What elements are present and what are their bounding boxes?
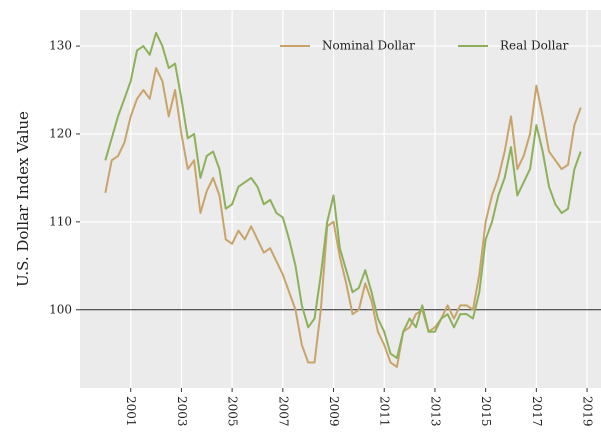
legend-label: Nominal Dollar xyxy=(322,39,415,53)
y-tick-label: 120 xyxy=(49,126,72,140)
series-line xyxy=(104,67,582,368)
x-tick-label: 2003 xyxy=(175,396,189,427)
x-tick-label: 2013 xyxy=(428,396,442,427)
y-tick-label: 100 xyxy=(49,302,72,316)
y-tick-label: 130 xyxy=(49,39,72,53)
x-tick-label: 2005 xyxy=(226,396,240,427)
x-tick-label: 2011 xyxy=(378,396,392,427)
x-tick-label: 2017 xyxy=(530,396,544,427)
x-tick-label: 2019 xyxy=(581,396,595,427)
y-axis-label: U.S. Dollar Index Value xyxy=(14,111,32,287)
x-tick-label: 2009 xyxy=(327,396,341,427)
x-tick-label: 2007 xyxy=(276,396,290,427)
legend-label: Real Dollar xyxy=(500,39,569,53)
x-tick-label: 2001 xyxy=(124,396,138,427)
x-tick-label: 2015 xyxy=(479,396,493,427)
series-line xyxy=(104,31,582,360)
y-tick-label: 110 xyxy=(49,214,72,228)
plot-background xyxy=(80,10,601,388)
